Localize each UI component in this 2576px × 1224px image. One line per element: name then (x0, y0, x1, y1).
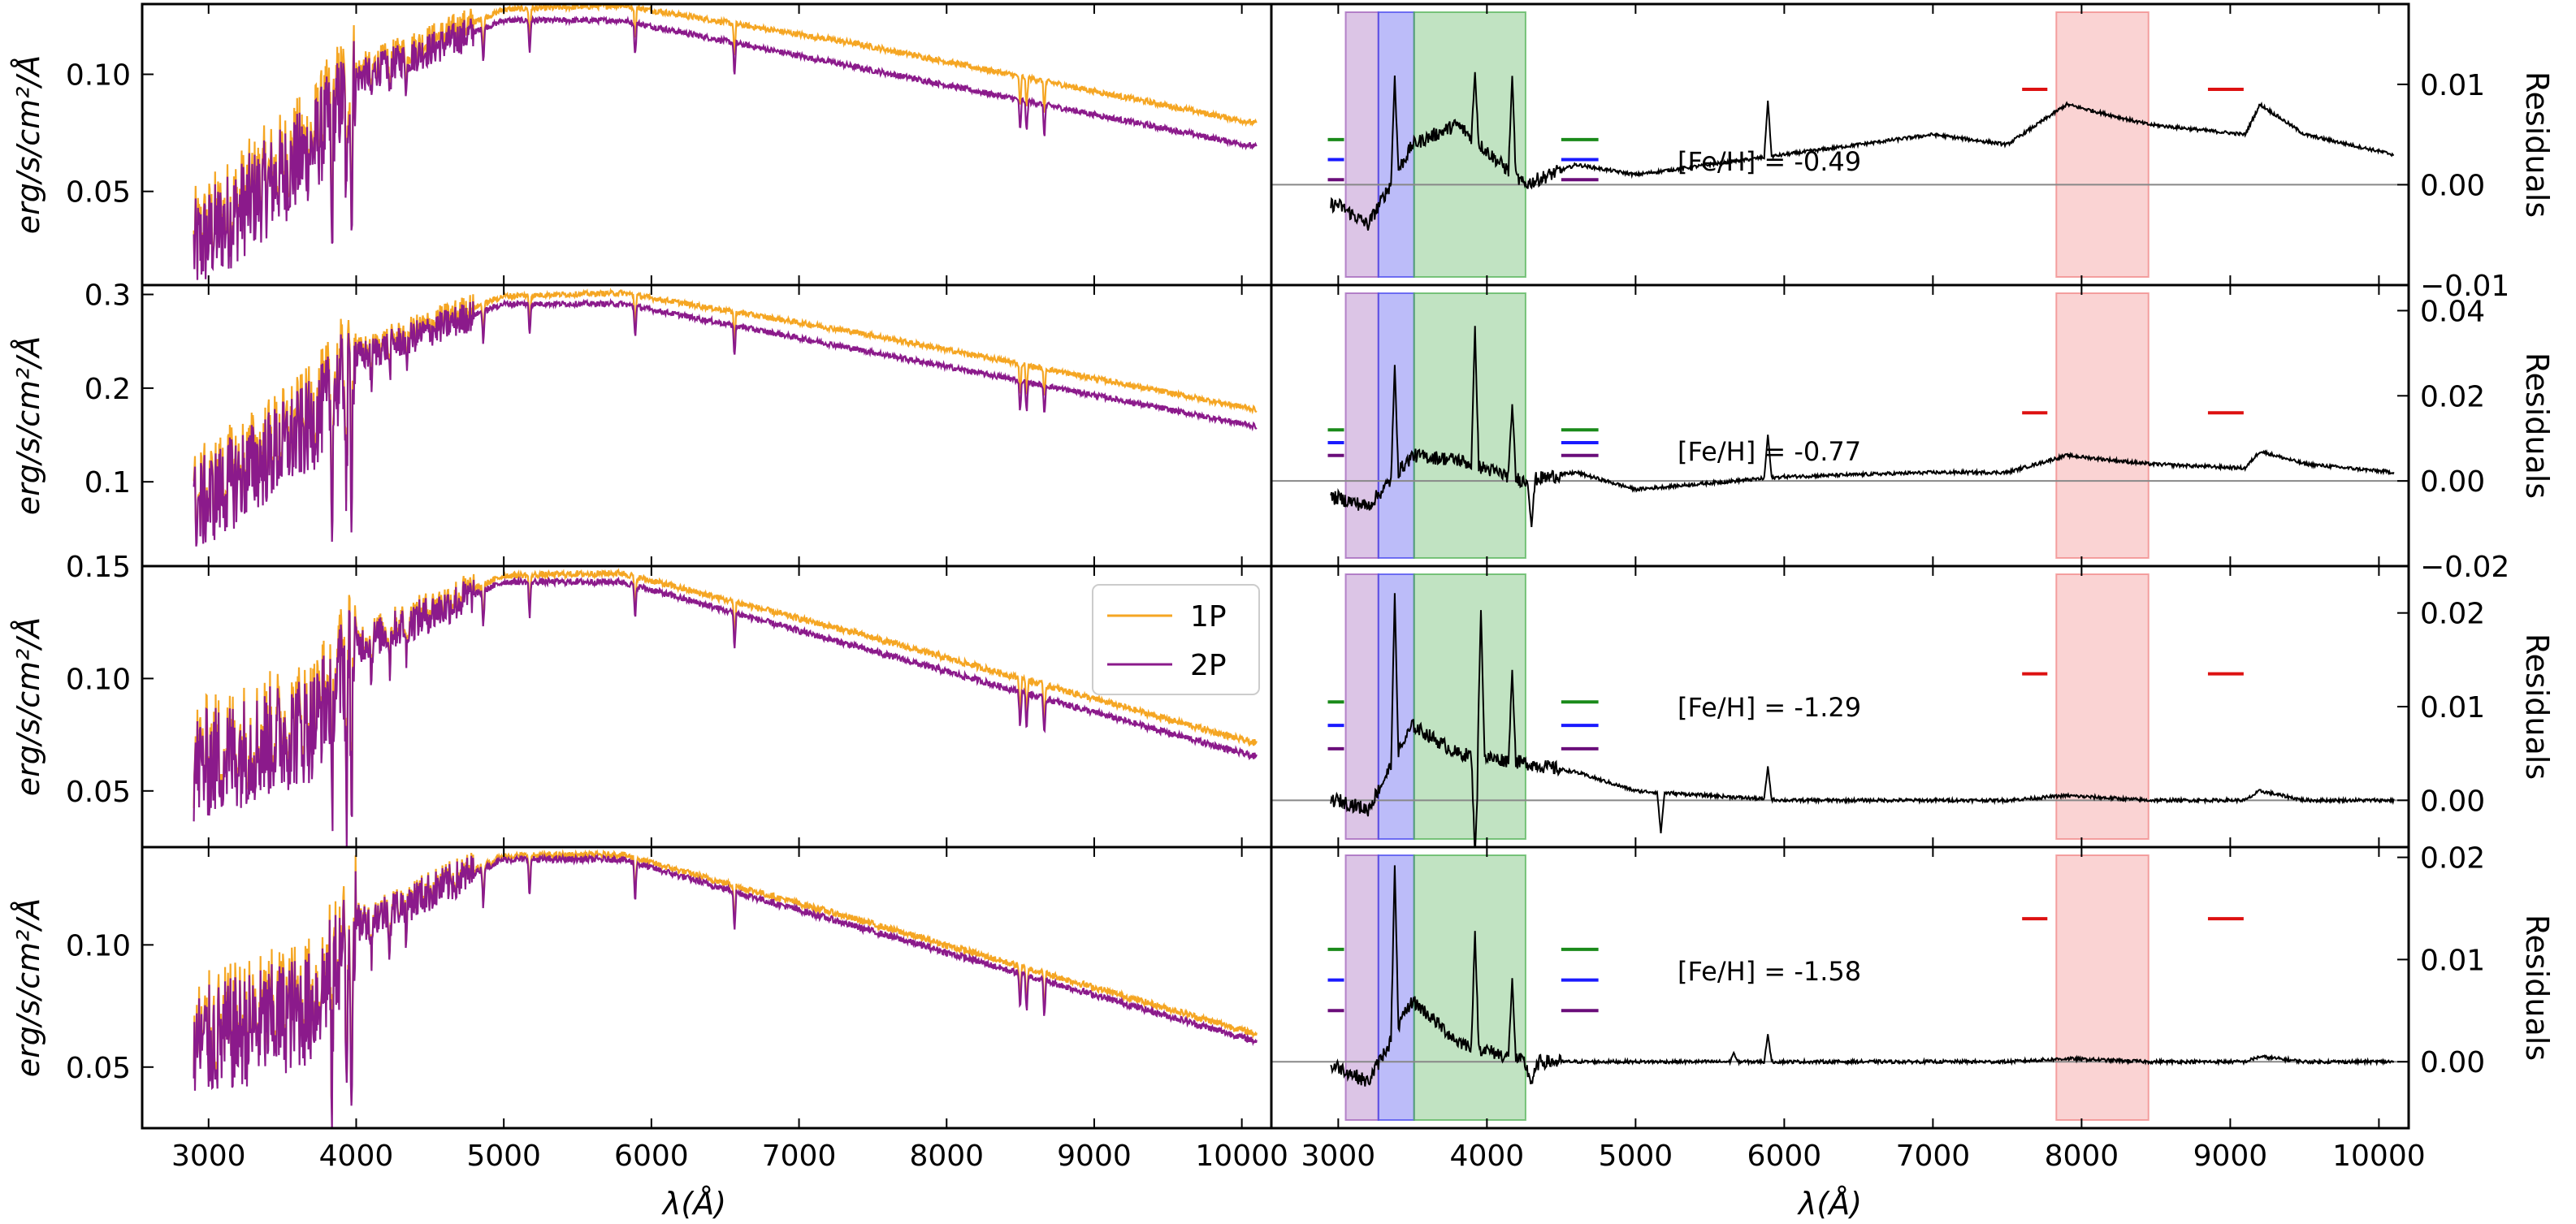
x-tick-label: 7000 (1896, 1140, 1971, 1173)
x-tick-label: 3000 (171, 1140, 246, 1173)
plot-area (193, 849, 1258, 1128)
band-violet (1344, 573, 1379, 840)
band-green (1413, 292, 1526, 559)
x-tick-label: 5000 (466, 1140, 541, 1173)
series-2p-line (193, 853, 1258, 1128)
residual-line (1330, 865, 2395, 1087)
band-green (1413, 11, 1526, 278)
plot-area (1271, 854, 2409, 1121)
residual-line (1330, 326, 2395, 527)
x-tick-label: 9000 (2193, 1140, 2268, 1173)
y-axis-label-left: erg/s/cm²/Å (11, 617, 46, 796)
metallicity-label: [Fe/H] = -0.49 (1678, 146, 1861, 177)
legend-box (1092, 584, 1260, 695)
legend-entry-label: 2P (1190, 649, 1227, 682)
metallicity-label: [Fe/H] = -1.58 (1678, 956, 1861, 987)
y-tick-label: 0.02 (2420, 380, 2485, 413)
y-tick-label: 0.05 (66, 1052, 131, 1085)
y-tick-label: 0.1 (84, 466, 131, 500)
y-tick-label: 0.2 (84, 373, 131, 406)
residual-panel-1: [Fe/H] = -0.49 −0.01 0.00 0.01 Residuals (1270, 2, 2555, 303)
band-blue (1377, 573, 1415, 840)
x-tick-label: 7000 (762, 1140, 837, 1173)
y-axis-label-left: erg/s/cm²/Å (11, 336, 46, 515)
series-2p-line (193, 297, 1258, 547)
legend-entry-label: 1P (1190, 600, 1227, 634)
x-axis-label-left: λ(Å) (661, 1186, 726, 1222)
y-axis-label-left: erg/s/cm²/Å (11, 898, 46, 1077)
y-tick-label: 0.00 (2420, 169, 2485, 202)
y-tick-label: 0.01 (2420, 944, 2485, 977)
band-violet (1344, 11, 1379, 278)
band-red (2055, 292, 2150, 559)
x-tick-label: 9000 (1057, 1140, 1132, 1173)
metallicity-label: [Fe/H] = -0.77 (1678, 436, 1861, 467)
series-2p-line (193, 576, 1258, 847)
y-axis-label-right: Residuals (2519, 71, 2555, 218)
spectrum-panel-4: 0.05 0.10 erg/s/cm²/Å 3000 4000 5000 6000 7000 8… (11, 846, 1288, 1173)
x-tick-label: 10000 (1195, 1140, 1288, 1173)
spectrum-panel-1: 0.05 0.10 erg/s/cm²/Å (11, 2, 1273, 287)
series-1p-line (193, 4, 1258, 272)
y-tick-label: −0.02 (2420, 551, 2509, 584)
x-tick-label: 5000 (1599, 1140, 1673, 1173)
spectrum-panel-3: 0.05 0.10 0.15 erg/s/cm²/Å (11, 551, 1273, 849)
residual-panel-4: [Fe/H] = -1.58 0.00 0.01 0.02 Residuals 3000 4… (1270, 842, 2555, 1173)
y-tick-label: 0.00 (2420, 1046, 2485, 1079)
y-tick-label: 0.3 (84, 279, 131, 313)
y-axis-label-right: Residuals (2519, 634, 2555, 780)
plot-area (193, 288, 1258, 547)
plot-area (193, 4, 1258, 280)
y-tick-label: 0.10 (66, 59, 131, 93)
y-tick-label: 0.10 (66, 929, 131, 962)
panel-frame (1270, 846, 2410, 1130)
band-red (2055, 573, 2150, 840)
y-tick-label: 0.04 (2420, 295, 2485, 328)
plot-area (193, 568, 1258, 847)
band-green (1413, 854, 1526, 1121)
residual-line (1330, 593, 2395, 847)
metallicity-label: [Fe/H] = -1.29 (1678, 692, 1861, 723)
band-violet (1344, 292, 1379, 559)
series-2p-line (193, 15, 1258, 280)
residual-line (1330, 71, 2395, 231)
y-tick-label: −0.01 (2420, 270, 2509, 303)
x-tick-label: 8000 (2045, 1140, 2119, 1173)
x-tick-label: 10000 (2332, 1140, 2426, 1173)
y-axis-label-right: Residuals (2519, 352, 2555, 499)
x-tick-label: 6000 (614, 1140, 689, 1173)
y-tick-label: 0.10 (66, 663, 131, 696)
y-tick-label: 0.01 (2420, 69, 2485, 102)
x-tick-label: 4000 (1450, 1140, 1525, 1173)
y-tick-label: 0.00 (2420, 465, 2485, 499)
series-1p-line (193, 849, 1258, 1115)
y-tick-label: 0.01 (2420, 691, 2485, 724)
x-tick-label: 4000 (319, 1140, 394, 1173)
residual-panel-3: [Fe/H] = -1.29 0.00 0.01 0.02 Residuals (1270, 564, 2555, 849)
band-red (2055, 854, 2150, 1121)
plot-area (1271, 11, 2409, 278)
y-axis-label-right: Residuals (2519, 915, 2555, 1061)
x-tick-label: 8000 (909, 1140, 984, 1173)
x-axis-label-right: λ(Å) (1797, 1186, 1862, 1222)
y-tick-label: 0.02 (2420, 598, 2485, 631)
y-tick-label: 0.05 (66, 176, 131, 210)
y-tick-label: 0.00 (2420, 785, 2485, 818)
axis-labels: λ(Å) λ(Å) (661, 1186, 1862, 1222)
band-green (1413, 573, 1526, 840)
band-red (2055, 11, 2150, 278)
y-axis-label-left: erg/s/cm²/Å (11, 55, 46, 234)
plot-area (1271, 292, 2409, 559)
spectrum-panel-2: 0.1 0.2 0.3 erg/s/cm²/Å (11, 279, 1273, 568)
x-tick-label: 3000 (1301, 1140, 1376, 1173)
residual-panel-2: [Fe/H] = -0.77 −0.02 0.00 0.02 0.04 Residuals (1270, 283, 2555, 584)
y-tick-label: 0.05 (66, 776, 131, 809)
plot-area (1271, 573, 2409, 847)
x-tick-label: 6000 (1747, 1140, 1822, 1173)
y-tick-label: 0.02 (2420, 842, 2485, 876)
y-tick-label: 0.15 (66, 551, 131, 584)
